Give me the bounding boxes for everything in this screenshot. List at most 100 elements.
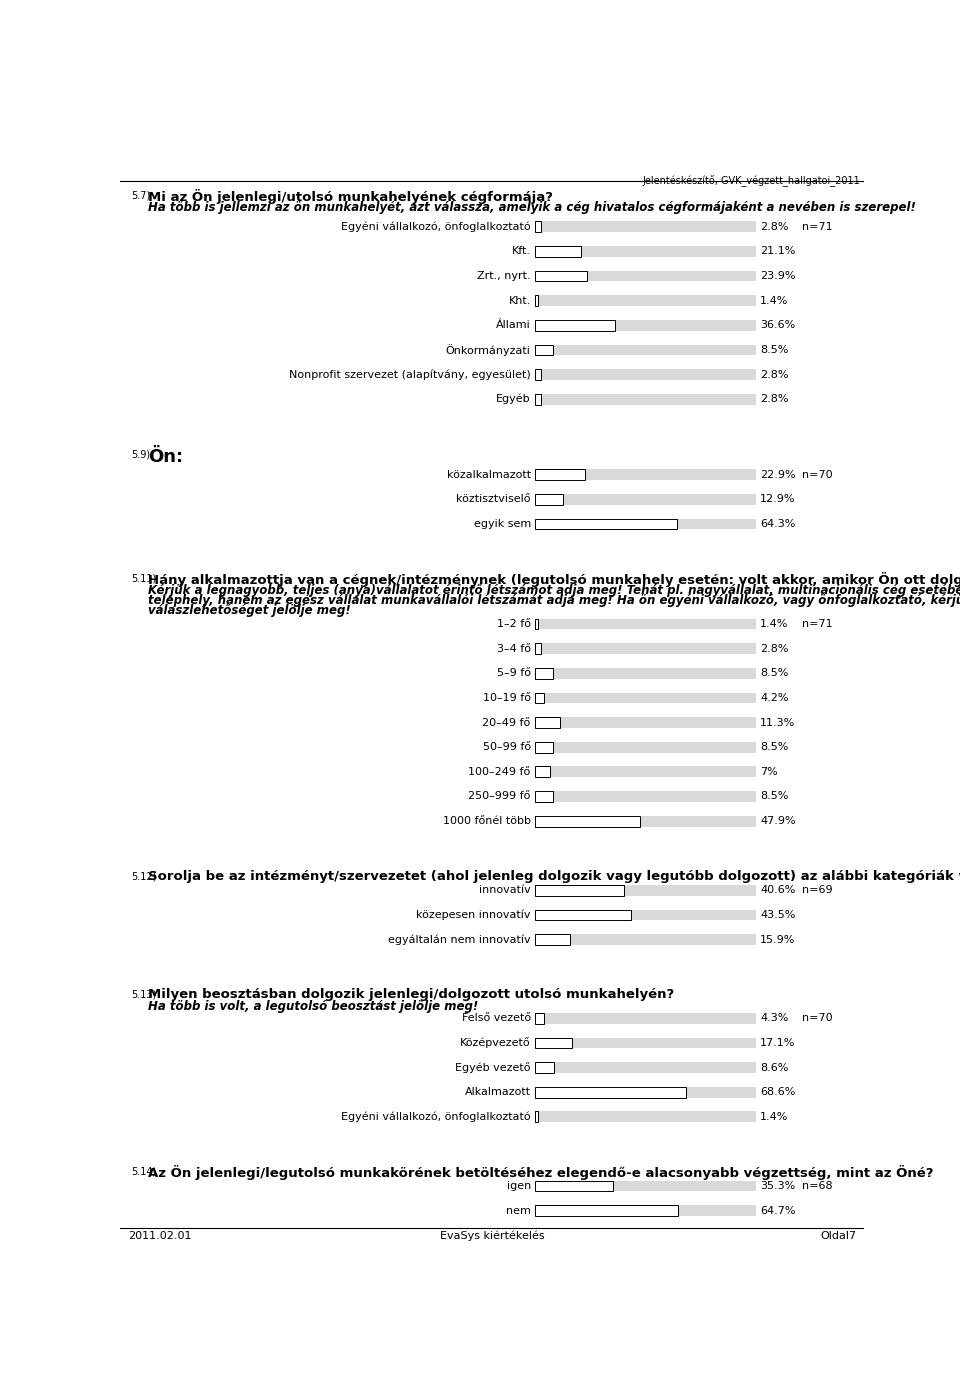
Text: innovatív: innovatív [479, 886, 531, 896]
Text: telephely, hanem az egész vállalat munkavállalói létszámát adja meg! Ha ön egyén: telephely, hanem az egész vállalat munka… [148, 594, 960, 607]
Text: 50–99 fő: 50–99 fő [483, 742, 531, 752]
Bar [535, 910, 631, 921]
Bar [535, 816, 640, 826]
Text: Kht.: Kht. [509, 296, 531, 306]
Text: 1–2 fő: 1–2 fő [496, 619, 531, 629]
Bar [535, 370, 540, 379]
Bar [535, 1205, 756, 1216]
Text: 2.8%: 2.8% [760, 395, 789, 405]
Text: Ha több is jellemzi az ön munkahelyét, azt válassza, amelyik a cég hivatalos cég: Ha több is jellemzi az ön munkahelyét, a… [148, 201, 916, 213]
Text: 2.8%: 2.8% [760, 643, 789, 654]
Text: közepesen innovatív: közepesen innovatív [417, 910, 531, 921]
Text: 1.4%: 1.4% [760, 296, 788, 306]
Bar [535, 910, 756, 921]
Text: Állami: Állami [496, 321, 531, 331]
Bar [535, 469, 756, 480]
Text: Milyen beosztásban dolgozik jelenlegi/dolgozott utolsó munkahelyén?: Milyen beosztásban dolgozik jelenlegi/do… [148, 988, 674, 1002]
Text: 10–19 fő: 10–19 fő [483, 693, 531, 703]
Text: 15.9%: 15.9% [760, 935, 796, 944]
Text: 8.5%: 8.5% [760, 791, 788, 802]
Bar [535, 935, 756, 944]
Text: 35.3%: 35.3% [760, 1182, 796, 1191]
Text: 250–999 fő: 250–999 fő [468, 791, 531, 802]
Bar [535, 766, 550, 777]
Bar [535, 766, 756, 777]
Text: 12.9%: 12.9% [760, 494, 796, 504]
Bar [535, 816, 756, 826]
Bar [535, 618, 756, 629]
Bar [535, 393, 756, 405]
Text: 21.1%: 21.1% [760, 247, 796, 257]
Text: n=71: n=71 [802, 222, 832, 232]
Text: 64.7%: 64.7% [760, 1205, 796, 1216]
Bar [535, 345, 756, 356]
Bar [535, 742, 553, 752]
Text: 3–4 fő: 3–4 fő [496, 643, 531, 654]
Bar [535, 643, 540, 654]
Bar [535, 1112, 756, 1122]
Text: Egyéni vállalkozó, önfoglalkoztató: Egyéni vállalkozó, önfoglalkoztató [341, 1112, 531, 1122]
Bar [535, 643, 756, 654]
Text: Jelentéskészítő, GVK_végzett_hallgatoi_2011: Jelentéskészítő, GVK_végzett_hallgatoi_2… [642, 176, 860, 187]
Text: Hány alkalmazottja van a cégnek/intézménynek (legutolsó munkahely esetén: volt a: Hány alkalmazottja van a cégnek/intézmén… [148, 572, 960, 587]
Text: 2011.02.01: 2011.02.01 [128, 1232, 191, 1242]
Text: 1.4%: 1.4% [760, 619, 788, 629]
Bar [535, 668, 553, 679]
Text: 8.5%: 8.5% [760, 742, 788, 752]
Text: 40.6%: 40.6% [760, 886, 796, 896]
Text: EvaSys kiértékelés: EvaSys kiértékelés [440, 1230, 544, 1242]
Text: egyik sem: egyik sem [473, 519, 531, 529]
Bar [535, 1013, 544, 1024]
Text: Egyéb vezető: Egyéb vezető [455, 1062, 531, 1073]
Bar [535, 717, 756, 728]
Bar [535, 791, 756, 802]
Text: 100–249 fő: 100–249 fő [468, 767, 531, 777]
Bar [535, 271, 588, 282]
Text: 8.5%: 8.5% [760, 668, 788, 678]
Text: 22.9%: 22.9% [760, 470, 796, 480]
Text: n=69: n=69 [802, 886, 832, 896]
Bar [535, 370, 756, 379]
Bar [535, 884, 756, 896]
Text: 17.1%: 17.1% [760, 1038, 796, 1048]
Bar [535, 519, 677, 529]
Text: 4.3%: 4.3% [760, 1013, 788, 1024]
Text: köztisztviselő: köztisztviselő [456, 494, 531, 504]
Text: igen: igen [507, 1182, 531, 1191]
Bar [535, 668, 756, 679]
Bar [535, 742, 756, 752]
Bar [535, 246, 756, 257]
Bar [535, 1180, 612, 1191]
Text: Ön:: Ön: [148, 448, 183, 466]
Text: Alkalmazott: Alkalmazott [465, 1087, 531, 1098]
Bar [535, 1062, 756, 1073]
Bar [535, 1087, 756, 1098]
Text: 5–9 fő: 5–9 fő [496, 668, 531, 678]
Text: 5.13): 5.13) [131, 990, 156, 1000]
Text: Kft.: Kft. [512, 247, 531, 257]
Text: Mi az Ön jelenlegi/utolsó munkahelyének cégformája?: Mi az Ön jelenlegi/utolsó munkahelyének … [148, 188, 553, 204]
Bar [535, 271, 756, 282]
Text: n=70: n=70 [802, 470, 832, 480]
Bar [535, 884, 624, 896]
Text: 2.8%: 2.8% [760, 370, 789, 379]
Text: 36.6%: 36.6% [760, 321, 796, 331]
Bar [535, 519, 756, 529]
Text: Sorolja be az intézményt/szervezetet (ahol jelenleg dolgozik vagy legutóbb dolgo: Sorolja be az intézményt/szervezetet (ah… [148, 869, 960, 883]
Text: 4.2%: 4.2% [760, 693, 789, 703]
Bar [535, 494, 564, 505]
Text: 5.12): 5.12) [131, 872, 156, 882]
Text: Középvezető: Középvezető [460, 1038, 531, 1049]
Text: n=68: n=68 [802, 1182, 832, 1191]
Text: 23.9%: 23.9% [760, 271, 796, 280]
Text: egyáltalán nem innovatív: egyáltalán nem innovatív [388, 935, 531, 944]
Bar [535, 296, 756, 306]
Bar [535, 692, 756, 703]
Bar [535, 296, 538, 306]
Bar [535, 393, 540, 405]
Text: 5.14): 5.14) [131, 1166, 156, 1177]
Text: 68.6%: 68.6% [760, 1087, 796, 1098]
Text: Zrt., nyrt.: Zrt., nyrt. [477, 271, 531, 280]
Text: Egyéni vállalkozó, önfoglalkoztató: Egyéni vállalkozó, önfoglalkoztató [341, 222, 531, 232]
Text: 11.3%: 11.3% [760, 717, 796, 728]
